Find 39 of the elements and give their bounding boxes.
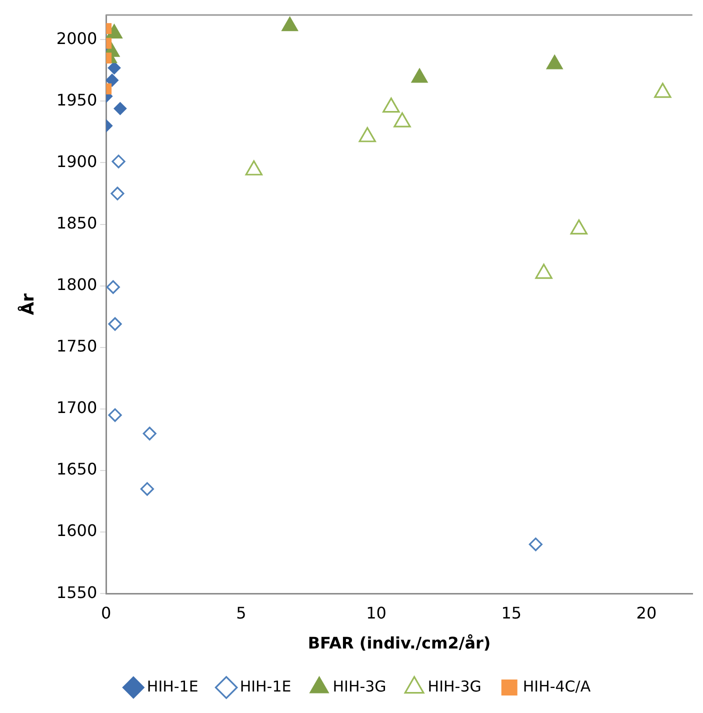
point — [382, 98, 400, 113]
point — [142, 426, 156, 440]
y-tick-label: 1800 — [56, 274, 98, 294]
x-tick-label: 15 — [501, 603, 522, 622]
point — [282, 16, 298, 32]
point — [654, 82, 672, 98]
x-tick-label: 5 — [236, 603, 246, 622]
legend-label: HIH-3G — [428, 677, 482, 696]
y-tick-label: 2000 — [56, 28, 98, 48]
y-tick-label: 1850 — [56, 213, 98, 232]
y-tick-label: 1650 — [56, 460, 98, 479]
point — [245, 160, 262, 176]
legend-label: HIH-3G — [332, 677, 386, 696]
point — [108, 408, 122, 422]
point — [108, 317, 122, 331]
y-tick-label: 1700 — [56, 398, 98, 418]
point — [358, 127, 376, 142]
legend-label: HIH-1E — [240, 677, 292, 696]
point — [535, 264, 552, 279]
point — [411, 68, 428, 83]
x-tick-label: 20 — [636, 603, 657, 622]
point — [106, 24, 123, 38]
y-tick-label: 1900 — [56, 152, 98, 171]
y-tick-label: 1550 — [56, 582, 98, 602]
point — [570, 219, 588, 235]
legend-label: HIH-4C/A — [522, 677, 592, 696]
x-axis-title: BFAR (indiv./cm2/år) — [308, 634, 491, 653]
point — [106, 280, 120, 294]
point — [394, 112, 411, 128]
y-tick-label: 1600 — [56, 521, 98, 540]
x-tick-label: 10 — [366, 603, 386, 622]
y-tick-label: 1750 — [56, 336, 98, 356]
y-axis-title: År — [18, 292, 39, 316]
x-tick-label: 0 — [101, 603, 112, 622]
legend-label: HIH-1E — [146, 677, 198, 696]
point — [528, 538, 542, 552]
point — [546, 54, 563, 70]
y-tick-label: 1950 — [56, 90, 98, 110]
point — [140, 482, 154, 496]
